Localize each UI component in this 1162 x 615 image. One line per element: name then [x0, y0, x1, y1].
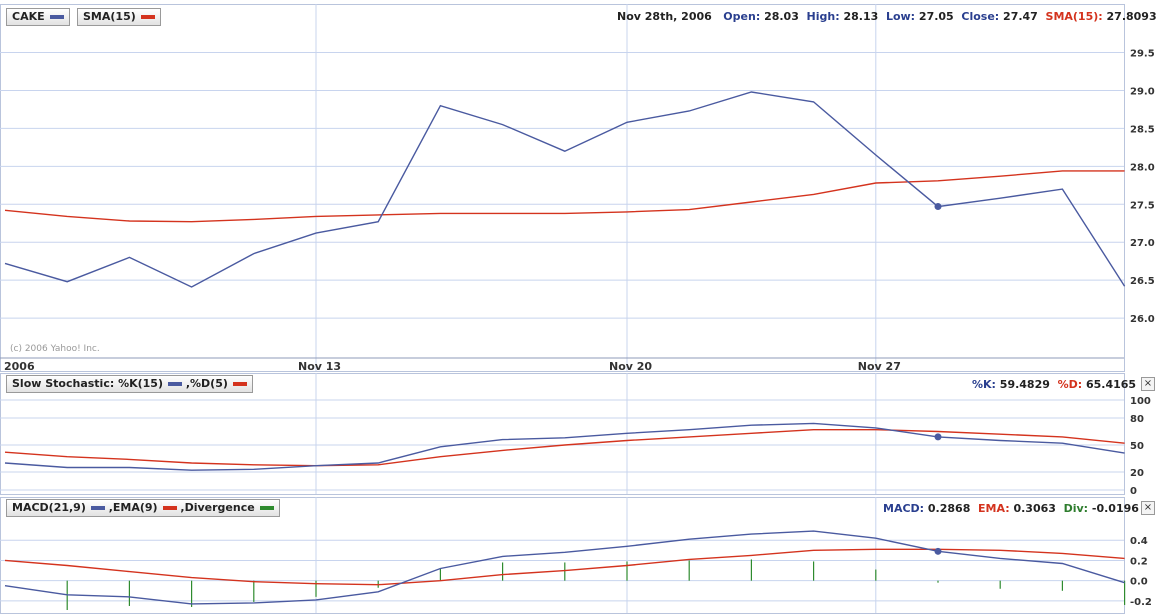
legend-symbol-label: CAKE — [12, 10, 45, 23]
macd-y-tick-label: -0.2 — [1130, 597, 1152, 608]
low-value: 27.05 — [918, 10, 954, 23]
x-tick-label: 2006 — [4, 360, 35, 373]
readout-date: Nov 28th, 2006 — [617, 10, 712, 23]
sma-readout-value: 27.8093 — [1106, 10, 1157, 23]
price-y-tick-label: 26.5 — [1130, 276, 1155, 287]
open-label: Open: — [723, 10, 761, 23]
macd-value: 0.2868 — [927, 502, 971, 515]
stochastic-marker — [934, 433, 942, 441]
macd-readout: MACD: 0.2868 EMA: 0.3063 Div: -0.0196 — [883, 502, 1139, 515]
legend-stoch-label: Slow Stochastic: %K(15) — [12, 377, 163, 390]
stoch-d-swatch — [232, 382, 247, 386]
panel-frame-2 — [0, 497, 1125, 614]
legend-sma-tab[interactable]: SMA(15) — [77, 8, 161, 26]
macd-ema-swatch — [162, 506, 177, 510]
legend-macd-ema-label: ,EMA(9) — [108, 501, 158, 514]
legend-macd-tab[interactable]: MACD(21,9) ,EMA(9) ,Divergence — [6, 499, 280, 517]
close-value: 27.47 — [1003, 10, 1038, 23]
macd-swatch — [90, 506, 105, 510]
price-y-tick-label: 26.0 — [1130, 314, 1155, 325]
stochastic-d-line — [4, 429, 1125, 467]
high-value: 28.13 — [843, 10, 879, 23]
price-y-tick-label: 29.0 — [1130, 86, 1155, 97]
macd-close-button[interactable]: × — [1141, 501, 1155, 515]
stochastic-close-button[interactable]: × — [1141, 377, 1155, 391]
stochastic-readout: %K: 59.4829 %D: 65.4165 — [972, 378, 1136, 391]
price-y-tick-label: 27.0 — [1130, 238, 1155, 249]
stochastic-y-tick-label: 80 — [1130, 414, 1144, 425]
ema-label: EMA: — [978, 502, 1010, 515]
macd-y-tick-label: 0.0 — [1130, 577, 1148, 588]
price-y-tick-label: 28.0 — [1130, 162, 1155, 173]
copyright-text: (c) 2006 Yahoo! Inc. — [10, 344, 100, 354]
low-label: Low: — [885, 10, 916, 23]
price-y-tick-label: 29.5 — [1130, 49, 1155, 60]
open-value: 28.03 — [764, 10, 799, 23]
sma-swatch — [140, 15, 155, 19]
close-label: Close: — [961, 10, 1000, 23]
stochastic-y-tick-label: 20 — [1130, 468, 1144, 479]
price-readout: Nov 28th, 2006 Open: 28.03 High: 28.13 L… — [617, 10, 1157, 23]
price-swatch — [49, 15, 64, 19]
macd-y-tick-label: 0.2 — [1130, 556, 1148, 567]
k-value: 59.4829 — [999, 378, 1050, 391]
price-y-tick-label: 28.5 — [1130, 124, 1155, 135]
x-tick-label: Nov 20 — [609, 360, 652, 373]
x-tick-label: Nov 27 — [858, 360, 901, 373]
d-label: %D: — [1057, 378, 1083, 391]
macd-div-swatch — [259, 506, 274, 510]
macd-marker — [934, 547, 942, 555]
legend-macd-div-label: ,Divergence — [180, 501, 255, 514]
d-value: 65.4165 — [1085, 378, 1137, 391]
high-label: High: — [806, 10, 840, 23]
stochastic-y-tick-label: 50 — [1130, 441, 1144, 452]
x-tick-label: Nov 13 — [298, 360, 341, 373]
stochastic-y-tick-label: 100 — [1130, 396, 1151, 407]
macd-y-tick-label: 0.4 — [1130, 536, 1148, 547]
price-marker — [934, 203, 942, 211]
sma-readout-label: SMA(15): — [1045, 10, 1103, 23]
legend-symbol-tab[interactable]: CAKE — [6, 8, 70, 26]
legend-sma-label: SMA(15) — [83, 10, 136, 23]
legend-stoch-d-label: ,%D(5) — [185, 377, 228, 390]
div-label: Div: — [1063, 502, 1089, 515]
div-value: -0.0196 — [1091, 502, 1139, 515]
stochastic-y-tick-label: 0 — [1130, 486, 1137, 497]
k-label: %K: — [972, 378, 996, 391]
macd-label: MACD: — [883, 502, 925, 515]
legend-macd-label: MACD(21,9) — [12, 501, 86, 514]
stoch-k-swatch — [168, 382, 182, 386]
legend-stochastic-tab[interactable]: Slow Stochastic: %K(15) ,%D(5) — [6, 375, 253, 393]
panel-frame-0 — [0, 4, 1125, 372]
ema-value: 0.3063 — [1013, 502, 1056, 515]
sma-line — [4, 170, 1125, 223]
price-y-tick-label: 27.5 — [1130, 200, 1155, 211]
